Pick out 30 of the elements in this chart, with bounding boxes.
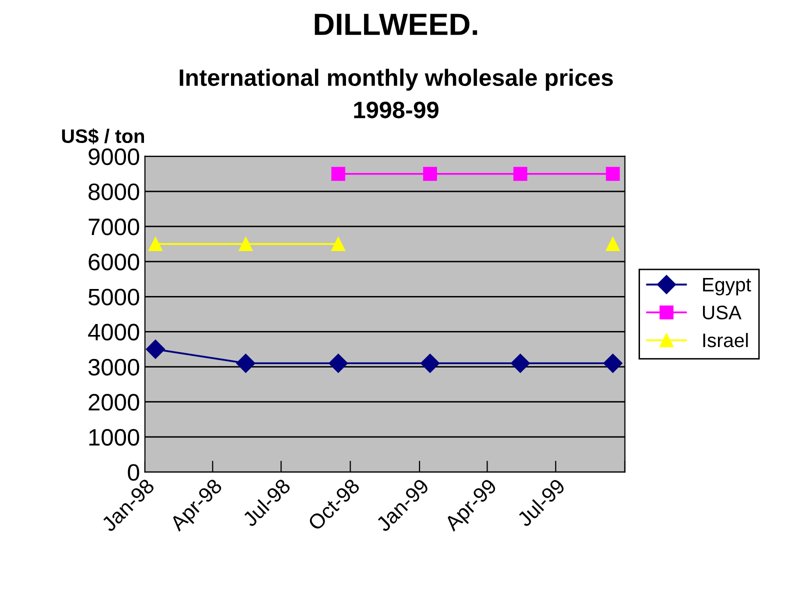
legend-label: Israel: [703, 332, 748, 348]
chart-subtitle: International monthly wholesale prices 1998-99: [180, 68, 613, 118]
point: [510, 354, 530, 373]
point: [423, 166, 437, 181]
y-axis-title: US$ / ton: [62, 128, 144, 144]
y-tick-label: 5000: [88, 288, 140, 306]
point: [328, 354, 348, 373]
point: [331, 166, 346, 181]
point: [148, 237, 162, 251]
point: [331, 237, 346, 251]
point: [146, 340, 165, 359]
point: [420, 354, 440, 373]
y-tick-label: 8000: [88, 183, 140, 200]
y-tick-label: 0: [128, 464, 140, 481]
y-tick-label: 9000: [88, 148, 140, 166]
y-tick-label: 2000: [88, 394, 140, 411]
point: [236, 354, 256, 373]
point: [513, 166, 528, 181]
point: [606, 166, 620, 181]
y-tick-label: 4000: [88, 324, 140, 340]
y-tick-label: 6000: [88, 254, 140, 270]
y-tick-label: 3000: [88, 358, 140, 376]
legend-label: Egypt: [703, 278, 752, 296]
point: [238, 237, 253, 251]
point: [606, 237, 620, 251]
y-tick-label: 1000: [89, 429, 140, 446]
point: [603, 354, 622, 373]
y-tick-label: 7000: [88, 218, 140, 236]
chart-title: DILLWEED.: [314, 14, 478, 35]
legend-label: USA: [703, 306, 742, 320]
